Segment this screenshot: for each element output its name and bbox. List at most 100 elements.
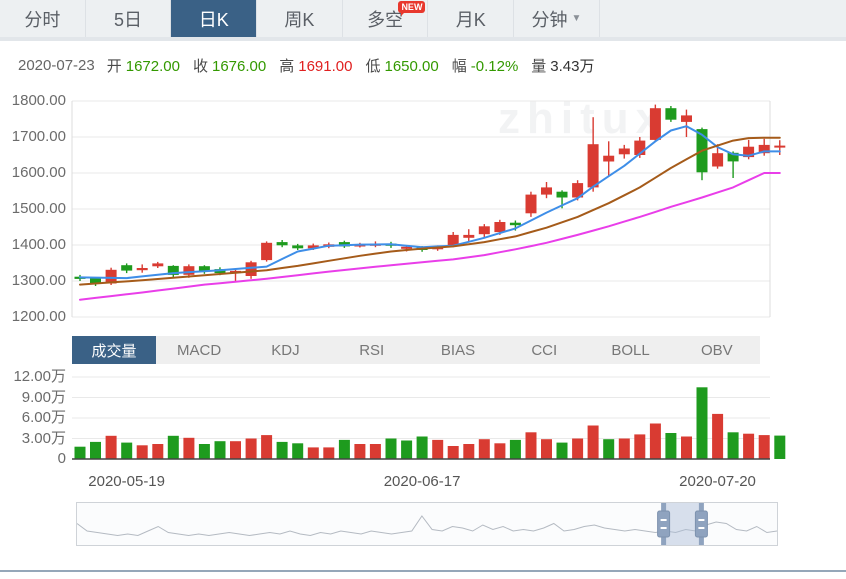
candle-body[interactable] <box>681 115 692 122</box>
volume-bar[interactable] <box>121 442 133 459</box>
volume-bar[interactable] <box>681 436 692 460</box>
tab-duokong[interactable]: 多空 NEW <box>343 0 429 37</box>
volume-bar[interactable] <box>618 438 630 460</box>
volume-bar[interactable] <box>214 441 226 459</box>
volume-bar[interactable] <box>74 446 86 459</box>
candle-body[interactable] <box>136 268 148 271</box>
volume-bar[interactable] <box>323 447 335 459</box>
volume-bar[interactable] <box>743 433 755 459</box>
indicator-tab-volume[interactable]: 成交量 <box>72 336 156 364</box>
candle-body[interactable] <box>121 265 133 271</box>
candle-body[interactable] <box>556 191 568 198</box>
candle-body[interactable] <box>541 187 552 195</box>
candle-body[interactable] <box>447 234 459 246</box>
volume-bar[interactable] <box>447 446 459 459</box>
volume-bar[interactable] <box>758 435 770 459</box>
volume-bar[interactable] <box>152 444 164 459</box>
tab-yuek[interactable]: 月K <box>428 0 515 37</box>
volume-bar[interactable] <box>649 423 661 460</box>
volume-bar[interactable] <box>494 443 506 459</box>
candle-body[interactable] <box>401 246 413 249</box>
indicator-tab-cci[interactable]: CCI <box>531 341 558 359</box>
candle-body[interactable] <box>245 262 257 276</box>
volume-bar[interactable] <box>603 439 615 459</box>
tab-rik[interactable]: 日K <box>171 0 258 37</box>
volume-bar[interactable] <box>478 439 490 459</box>
volume-bar[interactable] <box>198 444 210 459</box>
candle-body[interactable] <box>167 265 179 275</box>
volume-bar[interactable] <box>712 413 724 459</box>
volume-bar[interactable] <box>136 445 148 459</box>
volume-bar[interactable] <box>105 435 117 459</box>
indicator-tab-boll[interactable]: BOLL <box>611 341 650 359</box>
volume-bar[interactable] <box>354 444 366 459</box>
volume-bar[interactable] <box>292 443 304 459</box>
tab-fenzhong[interactable]: 分钟 ▼ <box>514 0 600 37</box>
candle-body[interactable] <box>478 226 490 235</box>
candle-body[interactable] <box>463 234 475 238</box>
volume-bar[interactable] <box>509 439 521 459</box>
volume-bar[interactable] <box>525 432 537 459</box>
candle-body[interactable] <box>494 222 506 233</box>
candle-body[interactable] <box>90 277 101 284</box>
volume-bar[interactable] <box>338 439 350 459</box>
volume-bar[interactable] <box>727 432 739 459</box>
volume-bar[interactable] <box>665 433 677 459</box>
volume-chart[interactable] <box>0 368 846 468</box>
volume-bar[interactable] <box>183 437 195 459</box>
volume-bar[interactable] <box>90 441 101 459</box>
candle-body[interactable] <box>276 242 288 246</box>
volume-bar[interactable] <box>167 435 179 459</box>
candle-body[interactable] <box>525 194 537 214</box>
volume-bar[interactable] <box>276 441 288 459</box>
candle-body[interactable] <box>587 144 599 188</box>
indicator-tab-bias[interactable]: BIAS <box>440 341 476 359</box>
volume-bar[interactable] <box>774 435 786 459</box>
volume-bar[interactable] <box>401 440 413 459</box>
volume-bar[interactable] <box>634 434 646 459</box>
candle-body[interactable] <box>712 153 724 167</box>
volume-bar[interactable] <box>369 444 381 459</box>
volume-bar[interactable] <box>245 438 257 460</box>
candle-body[interactable] <box>618 148 630 155</box>
volume-bar[interactable] <box>587 425 599 460</box>
candle-body[interactable] <box>743 146 755 158</box>
volume-bar[interactable] <box>385 438 397 460</box>
volume-bar[interactable] <box>572 438 584 460</box>
navigator-handle-right-grip[interactable] <box>694 510 708 538</box>
indicator-tab-obv[interactable]: OBV <box>700 341 733 359</box>
tab-5ri[interactable]: 5日 <box>86 0 172 37</box>
tab-fenshi[interactable]: 分时 <box>0 0 86 37</box>
candle-body[interactable] <box>292 245 304 249</box>
volume-bar[interactable] <box>416 436 428 460</box>
tab-zhouk[interactable]: 周K <box>257 0 343 37</box>
candle-body[interactable] <box>572 183 584 198</box>
volume-bar[interactable] <box>556 442 568 459</box>
indicator-tab-rsi[interactable]: RSI <box>359 341 385 359</box>
candle-body[interactable] <box>634 140 646 155</box>
candle-body[interactable] <box>649 108 661 140</box>
volume-bar[interactable] <box>230 441 241 459</box>
indicator-tab-macd[interactable]: MACD <box>177 341 222 359</box>
volume-bar[interactable] <box>696 387 708 460</box>
volume-bar[interactable] <box>463 444 475 459</box>
candle-body[interactable] <box>261 242 273 261</box>
volume-bar[interactable] <box>541 439 552 459</box>
candle-body[interactable] <box>307 245 319 249</box>
candle-body[interactable] <box>152 263 164 267</box>
range-navigator[interactable] <box>76 502 778 546</box>
volume-bar[interactable] <box>261 435 273 459</box>
candle-body[interactable] <box>509 222 521 226</box>
candle-body[interactable] <box>105 269 117 284</box>
candle-body[interactable] <box>758 144 770 154</box>
candle-body[interactable] <box>183 266 195 275</box>
candle-body[interactable] <box>774 145 786 148</box>
navigator-handle-left-grip[interactable] <box>657 510 671 538</box>
candle-body[interactable] <box>603 155 615 162</box>
candle-body[interactable] <box>198 266 210 272</box>
volume-bar[interactable] <box>432 439 444 459</box>
candle-body[interactable] <box>727 152 739 162</box>
candle-body[interactable] <box>665 108 677 120</box>
candlestick-chart[interactable] <box>0 88 846 334</box>
volume-bar[interactable] <box>307 447 319 459</box>
